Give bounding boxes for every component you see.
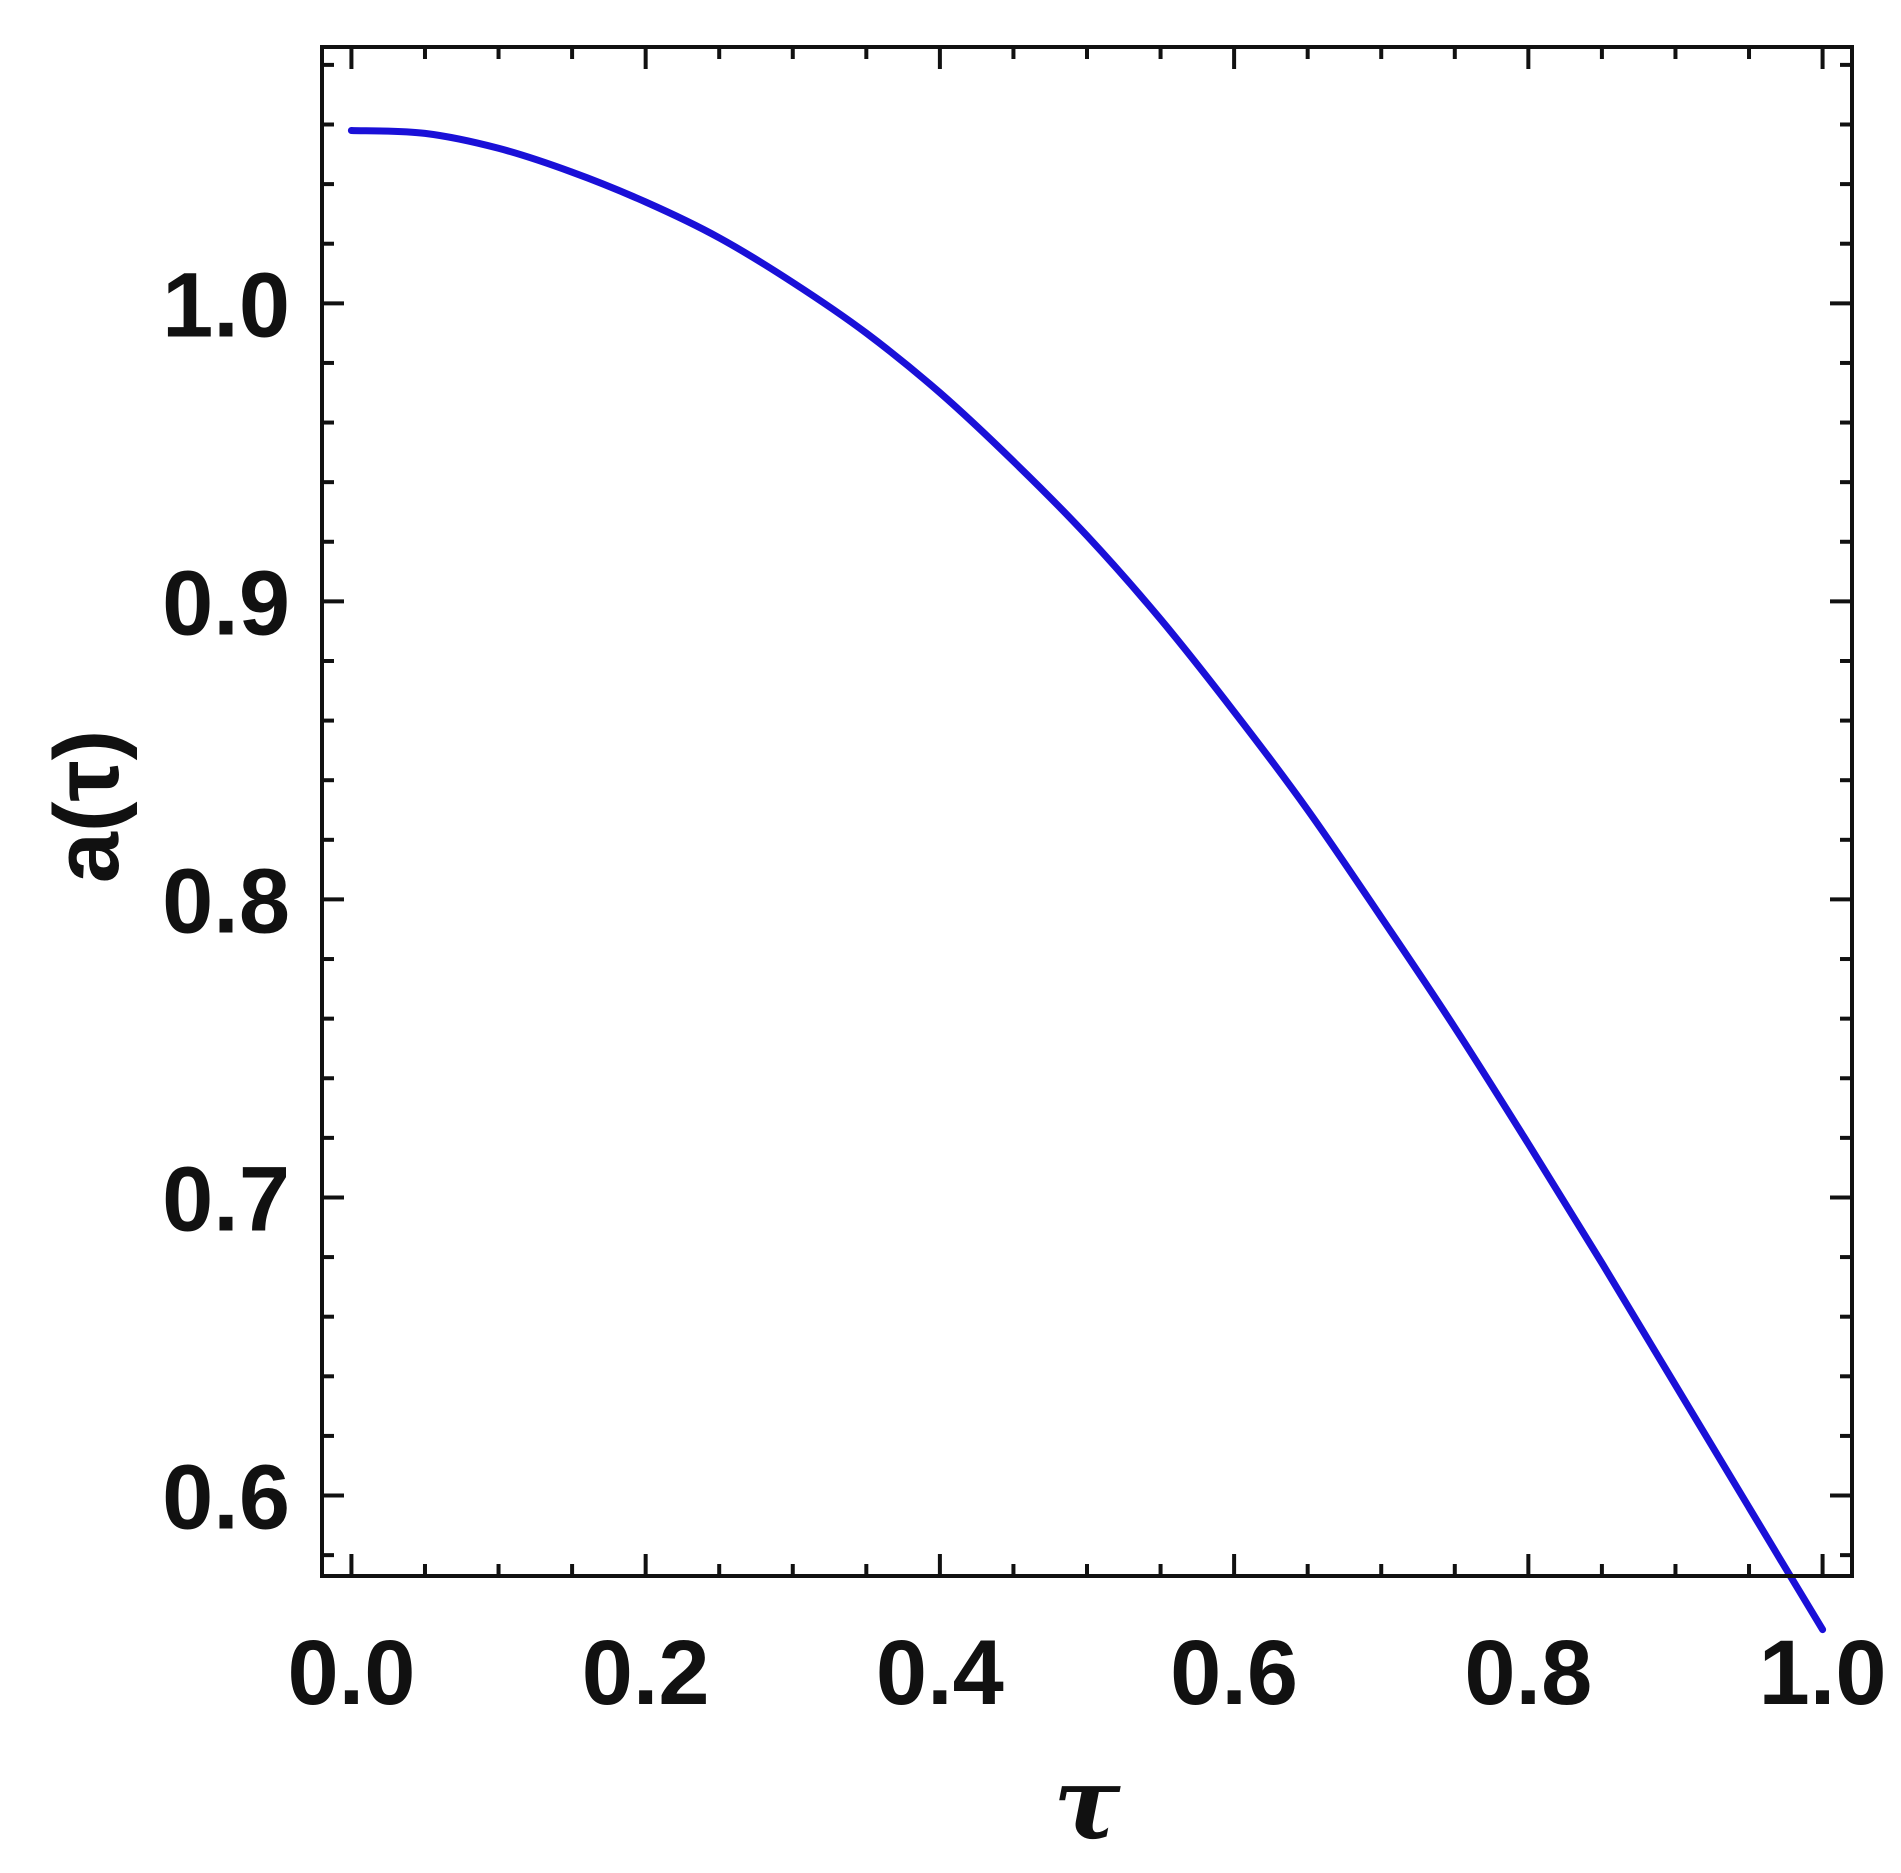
y-tick-label: 0.6: [162, 1447, 290, 1549]
x-tick-label: 0.6: [1170, 1622, 1298, 1724]
plot-frame: [320, 45, 1854, 1578]
x-tick-label: 0.0: [287, 1622, 415, 1724]
y-tick-label: 0.8: [162, 850, 290, 952]
x-tick-label: 0.8: [1464, 1622, 1592, 1724]
ticks-layer: [322, 47, 1852, 1576]
x-tick-label: 1.0: [1759, 1622, 1887, 1724]
x-axis-title: τ: [1053, 1744, 1121, 1862]
y-axis-title: a(τ): [36, 730, 138, 884]
y-tick-label: 0.7: [162, 1148, 290, 1250]
y-tick-label: 0.9: [162, 552, 290, 654]
tick-labels-layer: 0.0 0.2 0.4 0.6 0.8 1.0 0.6 0.7 0.8 0.9 1.0: [162, 254, 1886, 1724]
y-tick-label: 1.0: [162, 254, 290, 356]
series-line-a-tau: [347, 127, 1827, 1634]
x-tick-label: 0.4: [876, 1622, 1004, 1724]
x-tick-label: 0.2: [582, 1622, 710, 1724]
